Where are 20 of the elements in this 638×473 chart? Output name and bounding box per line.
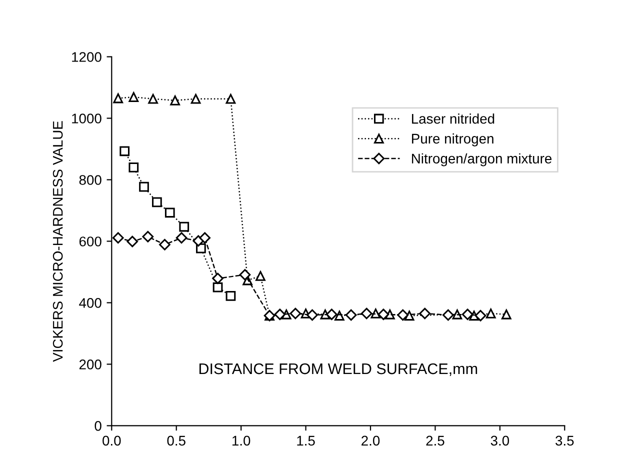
y-tick-label: 400 (79, 298, 102, 308)
x-tick-label: 1.0 (232, 436, 250, 446)
x-tick-label: 1.5 (297, 436, 315, 446)
y-axis-title: VICKERS MICRO-HARDNESS VALUE (52, 121, 63, 362)
y-tick-label: 0 (94, 421, 102, 431)
legend-label: Laser nitrided (412, 114, 494, 124)
x-tick-label: 2.0 (362, 436, 380, 446)
x-tick-label: 3.0 (490, 436, 510, 446)
y-tick-label: 800 (79, 175, 102, 185)
y-tick-label: 1000 (72, 114, 102, 124)
x-tick-label: 0.5 (167, 436, 186, 446)
y-tick-label: 200 (79, 360, 102, 370)
x-axis-title: DISTANCE FROM WELD SURFACE,mm (199, 363, 478, 376)
legend-label: Pure nitrogen (412, 133, 494, 146)
x-tick-label: 0.0 (102, 436, 121, 446)
legend-label: Nitrogen/argon mixture (412, 153, 552, 166)
x-tick-label: 3.5 (556, 436, 574, 446)
x-tick-label: 2.5 (426, 436, 444, 446)
y-tick-label: 1200 (72, 52, 102, 62)
y-tick-label: 600 (79, 236, 102, 246)
